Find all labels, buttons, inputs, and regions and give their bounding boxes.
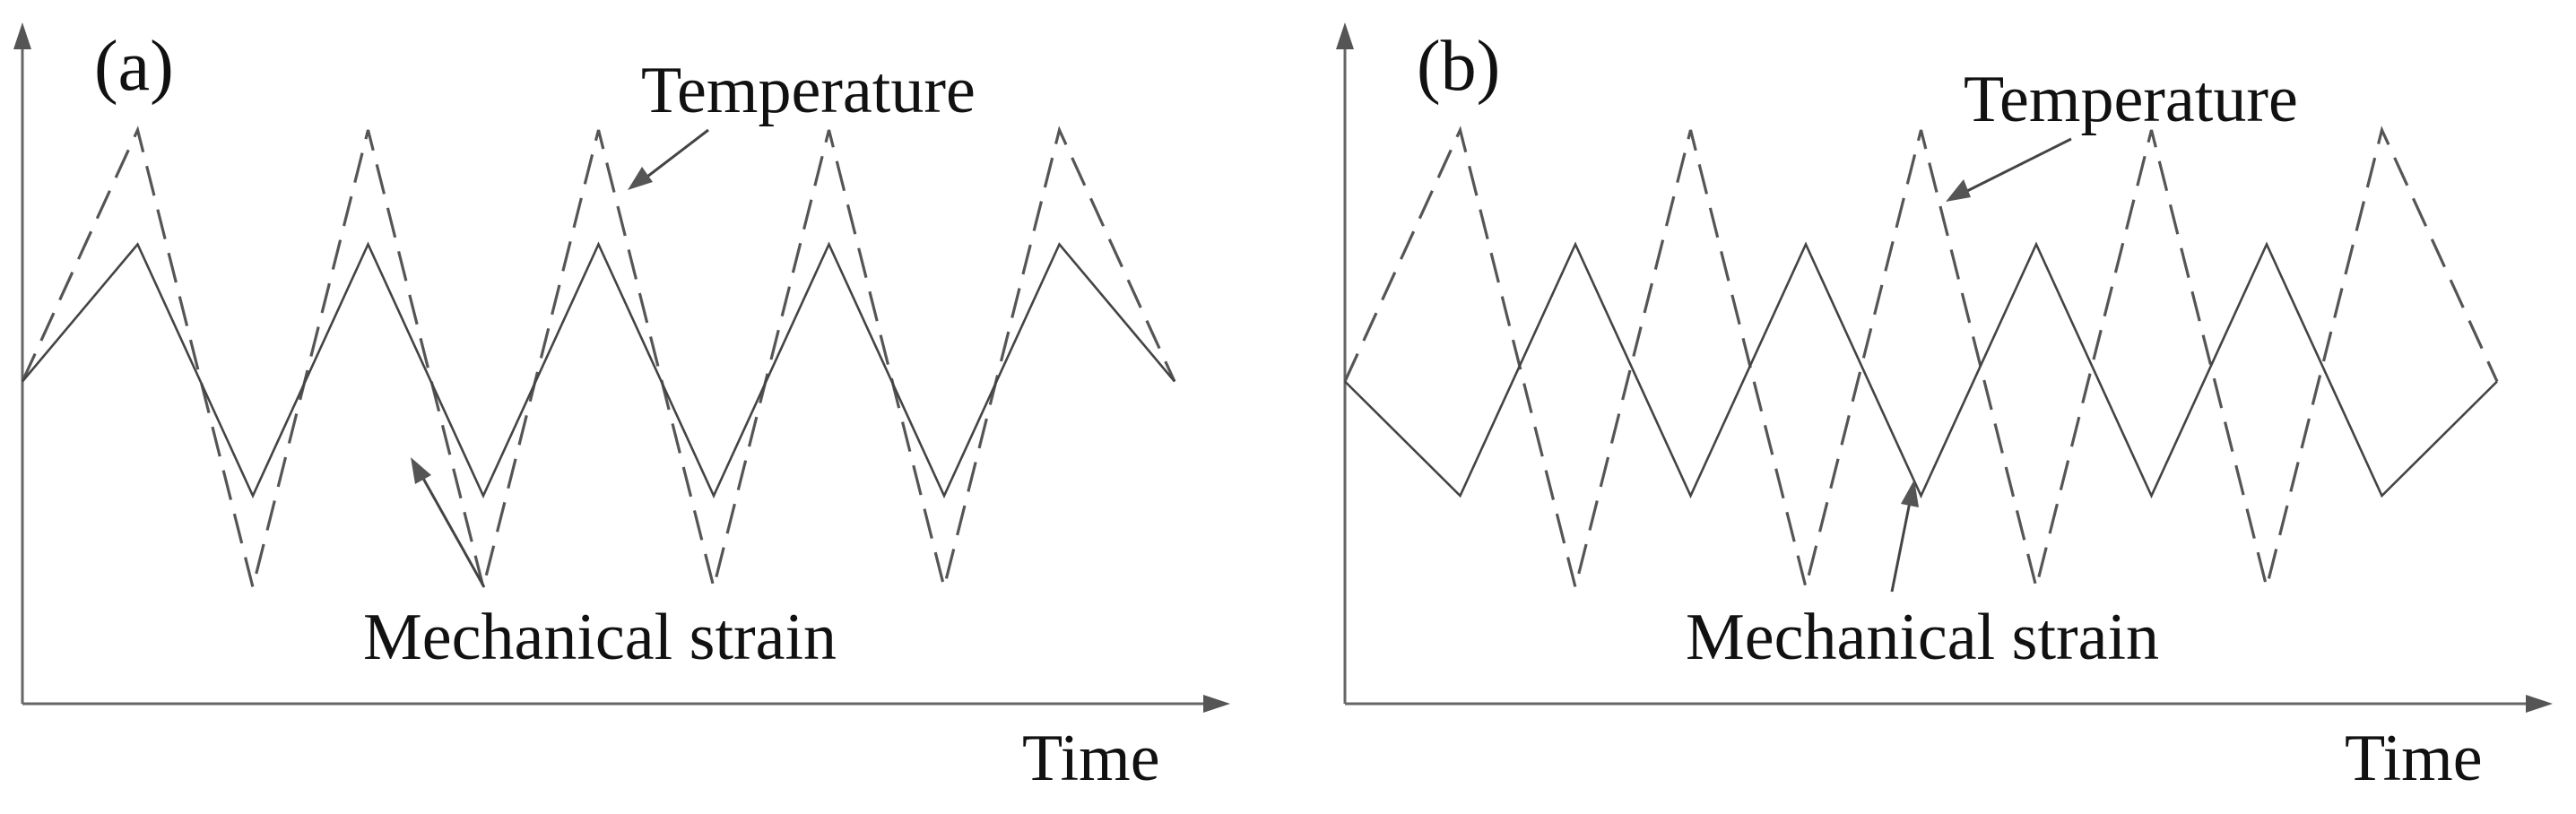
panel-a: (a) Temperature Mechanical strain Time [13,22,1230,795]
panel-b-strain-line [1344,241,2498,499]
panel-b-strain-label: Mechanical strain [1686,601,2159,674]
panel-a-temperature-label: Temperature [641,54,976,127]
panel-b-temperature-line [1343,126,2499,588]
panel-a-label: (a) [94,27,174,106]
panel-a-strain-line [22,241,1175,499]
panel-a-x-axis-arrow [1203,695,1230,713]
panel-b-x-axis-arrow [2526,695,2553,713]
panel-b-strain-pointer-head [1901,480,1919,507]
panel-a-temperature-pointer [643,128,709,181]
panel-b-temperature-pointer-head [1946,179,1971,202]
panel-b-x-label: Time [2345,722,2483,795]
panel-b-strain-pointer [1890,501,1912,593]
panel-a-x-label: Time [1022,722,1160,795]
panel-a-temperature-pointer-head [628,167,653,190]
panel-b-label: (b) [1417,27,1500,106]
panel-a-strain-label: Mechanical strain [363,601,837,674]
panel-b-temperature-pointer [1963,137,2072,195]
panel-b: (b) Temperature Mechanical strain Time [1336,22,2553,795]
panel-a-strain-pointer [420,474,486,588]
panel-b-temperature-label: Temperature [1964,63,2298,136]
panel-a-temperature-line [21,126,1176,588]
panel-b-y-axis-arrow [1336,22,1354,49]
panel-a-y-axis-arrow [13,22,31,49]
panel-a-strain-pointer-head [411,457,431,484]
